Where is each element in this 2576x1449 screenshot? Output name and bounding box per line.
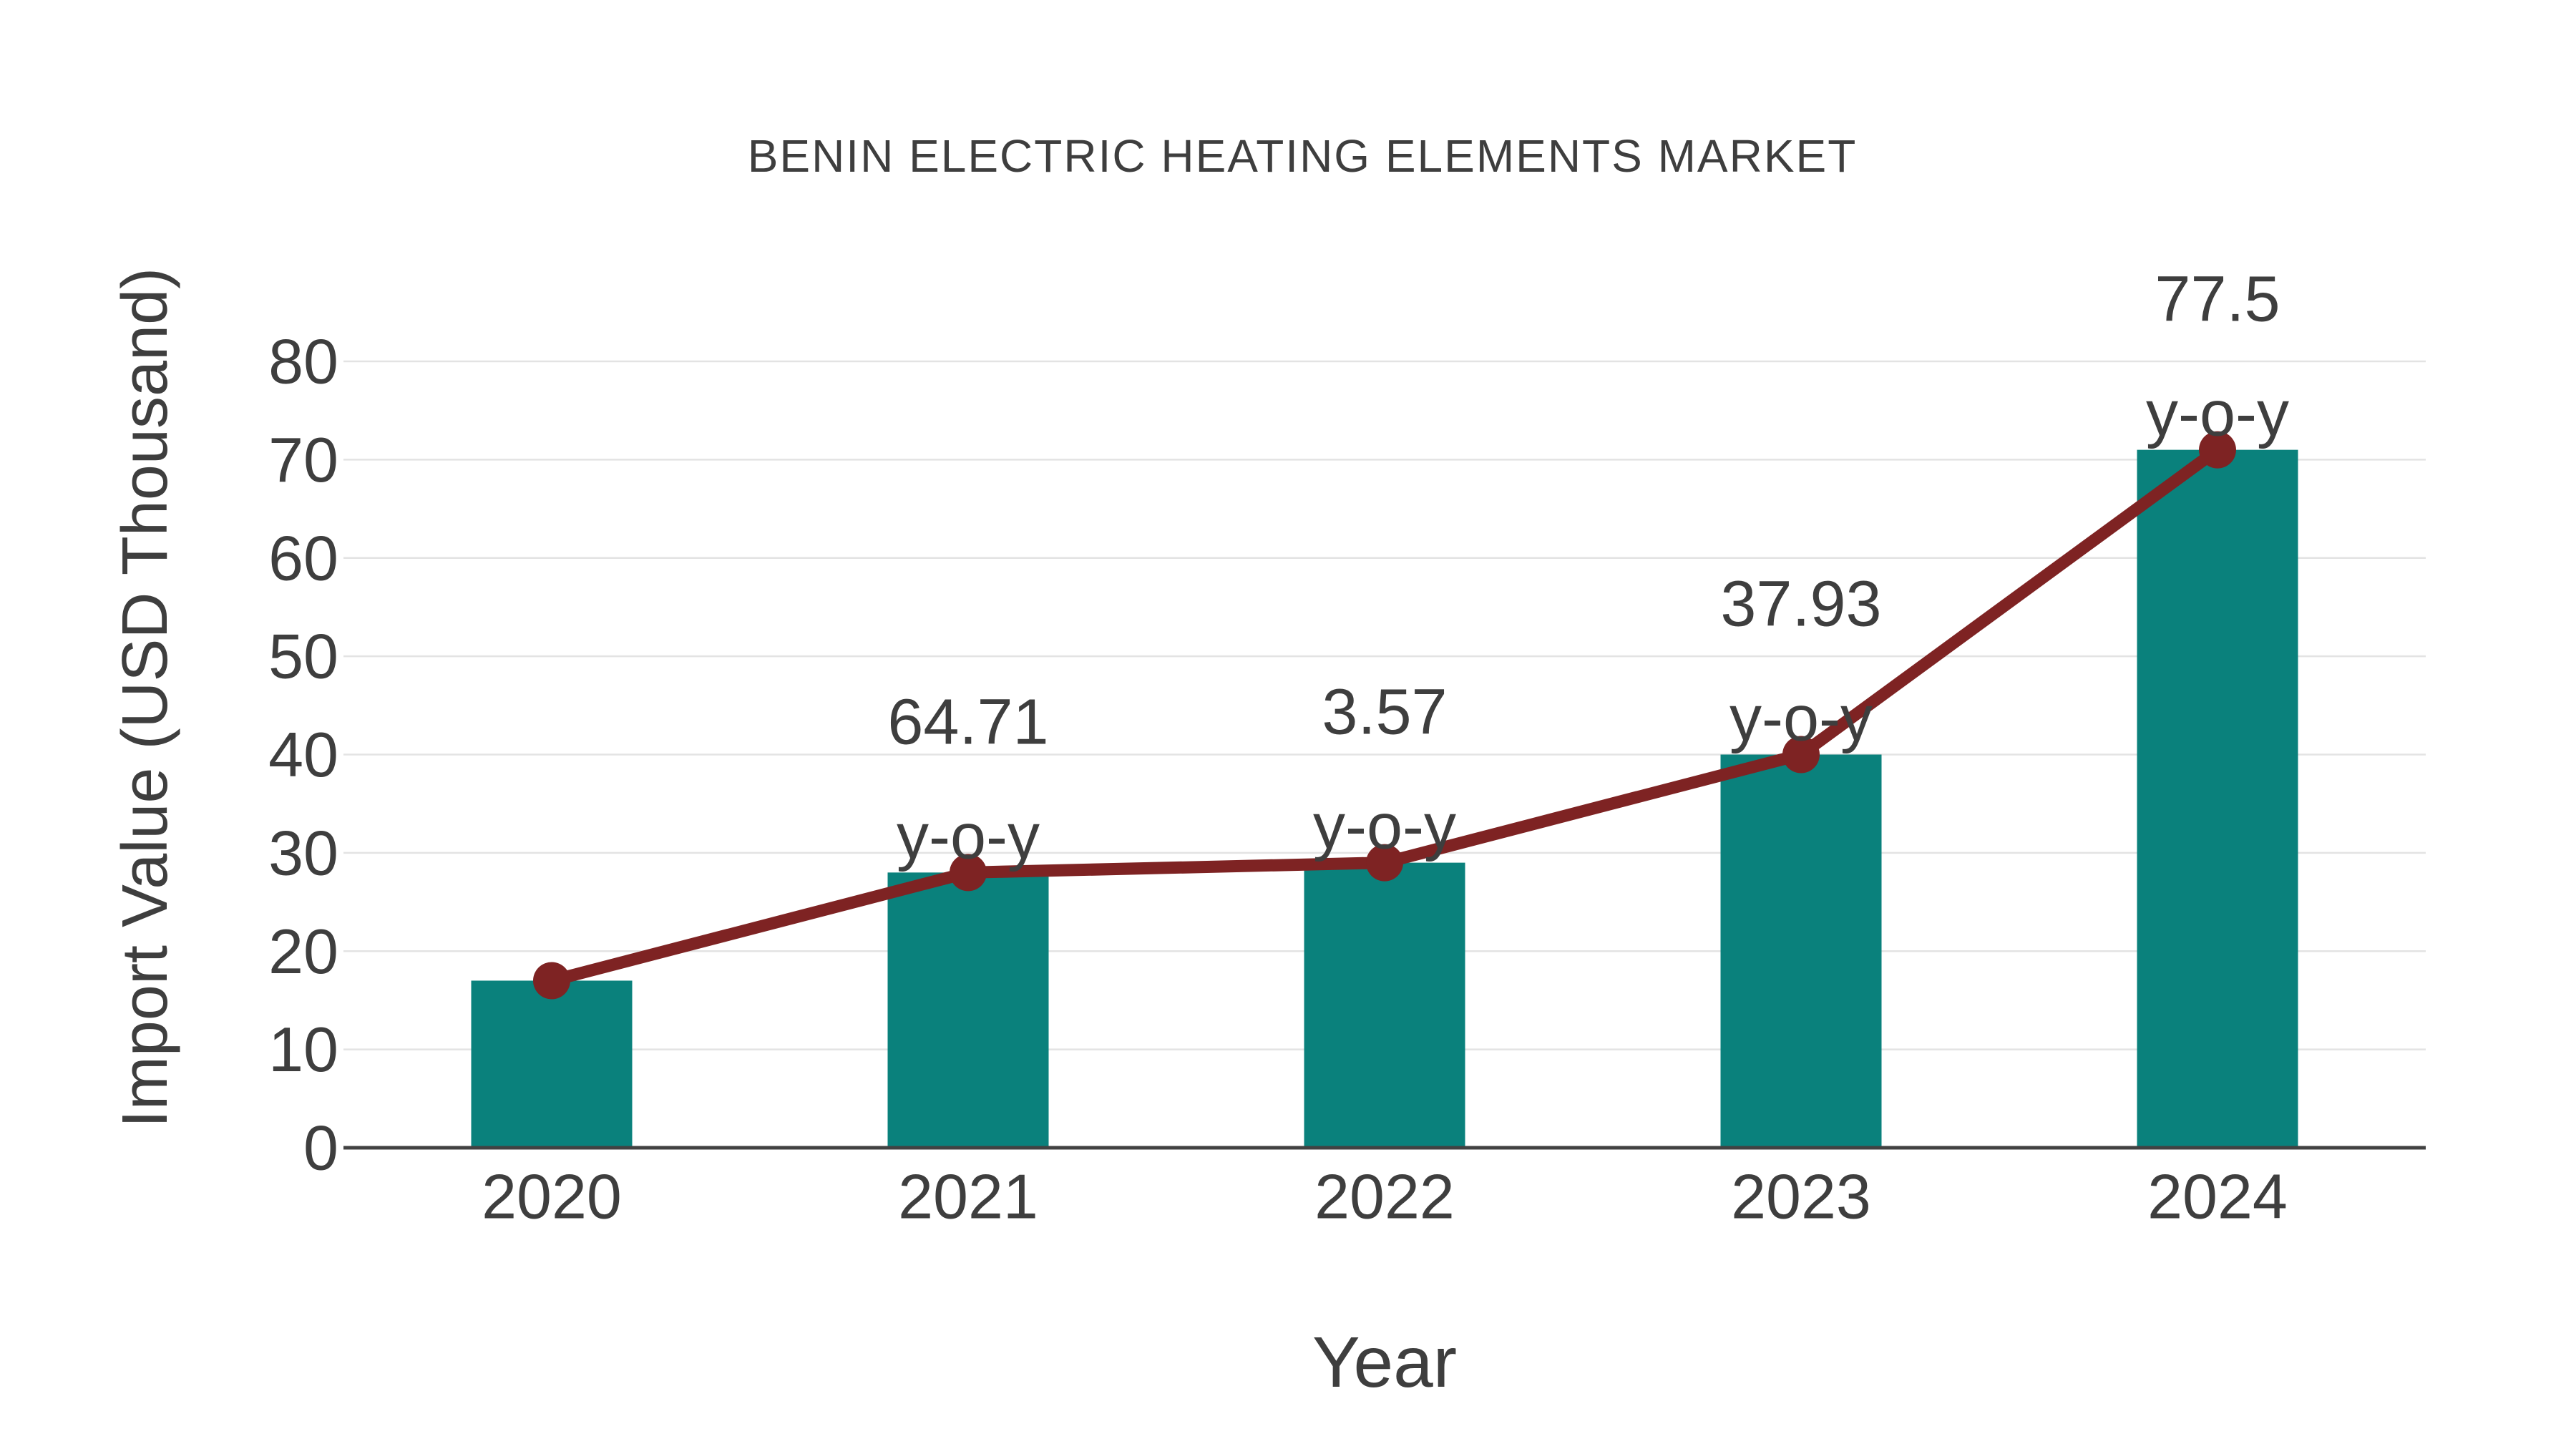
y-tick-label-40: 40 (268, 719, 338, 790)
x-tick-label-2020: 2020 (482, 1161, 622, 1232)
annotation-2024-suffix: y-o-y (2146, 379, 2289, 450)
annotation-2022-value: 3.57 (1322, 677, 1447, 748)
y-tick-label-0: 0 (303, 1113, 338, 1184)
x-tick-label-2023: 2023 (1731, 1161, 1871, 1232)
annotation-2021-value: 64.71 (887, 686, 1048, 758)
marker-2023 (1782, 736, 1820, 774)
annotation-2023-value: 37.93 (1720, 569, 1881, 640)
bar-2023 (1720, 754, 1882, 1148)
y-tick-label-80: 80 (268, 326, 338, 397)
x-axis-title: Year (1312, 1322, 1457, 1402)
y-tick-label-60: 60 (268, 522, 338, 593)
bar-2024 (2137, 449, 2298, 1148)
annotation-2021-suffix: y-o-y (897, 801, 1040, 872)
marker-2022 (1366, 844, 1403, 882)
marker-2024 (2199, 431, 2236, 469)
y-axis-title: Import Value (USD Thousand) (109, 268, 181, 1128)
bar-2022 (1304, 862, 1465, 1148)
annotation-2024-value: 77.5 (2155, 264, 2280, 336)
bar-2021 (887, 872, 1049, 1148)
x-tick-label-2024: 2024 (2147, 1161, 2288, 1232)
bar-2020 (471, 980, 633, 1148)
trend-line-layer (533, 431, 2236, 1000)
y-tick-label-10: 10 (268, 1014, 338, 1085)
annotation-2022-suffix: y-o-y (1313, 791, 1456, 863)
x-tick-label-2021: 2021 (898, 1161, 1038, 1232)
y-tick-label-20: 20 (268, 916, 338, 987)
chart-title: BENIN ELECTRIC HEATING ELEMENTS MARKET (748, 130, 1858, 182)
annotation-2023-suffix: y-o-y (1729, 683, 1873, 755)
tick-labels-layer: 0 10 20 30 40 50 60 70 80 2020 2021 2022 2023 2024 (268, 326, 2288, 1232)
marker-2021 (950, 854, 987, 892)
annotations-layer: 64.71 y-o-y 3.57 y-o-y 37.93 y-o-y 77.5 y-o-y (887, 264, 2289, 873)
marker-2020 (533, 962, 570, 1000)
x-tick-label-2022: 2022 (1314, 1161, 1455, 1232)
y-tick-label-70: 70 (268, 424, 338, 495)
bars-layer (471, 449, 2298, 1148)
y-tick-label-30: 30 (268, 817, 338, 888)
y-tick-label-50: 50 (268, 621, 338, 692)
